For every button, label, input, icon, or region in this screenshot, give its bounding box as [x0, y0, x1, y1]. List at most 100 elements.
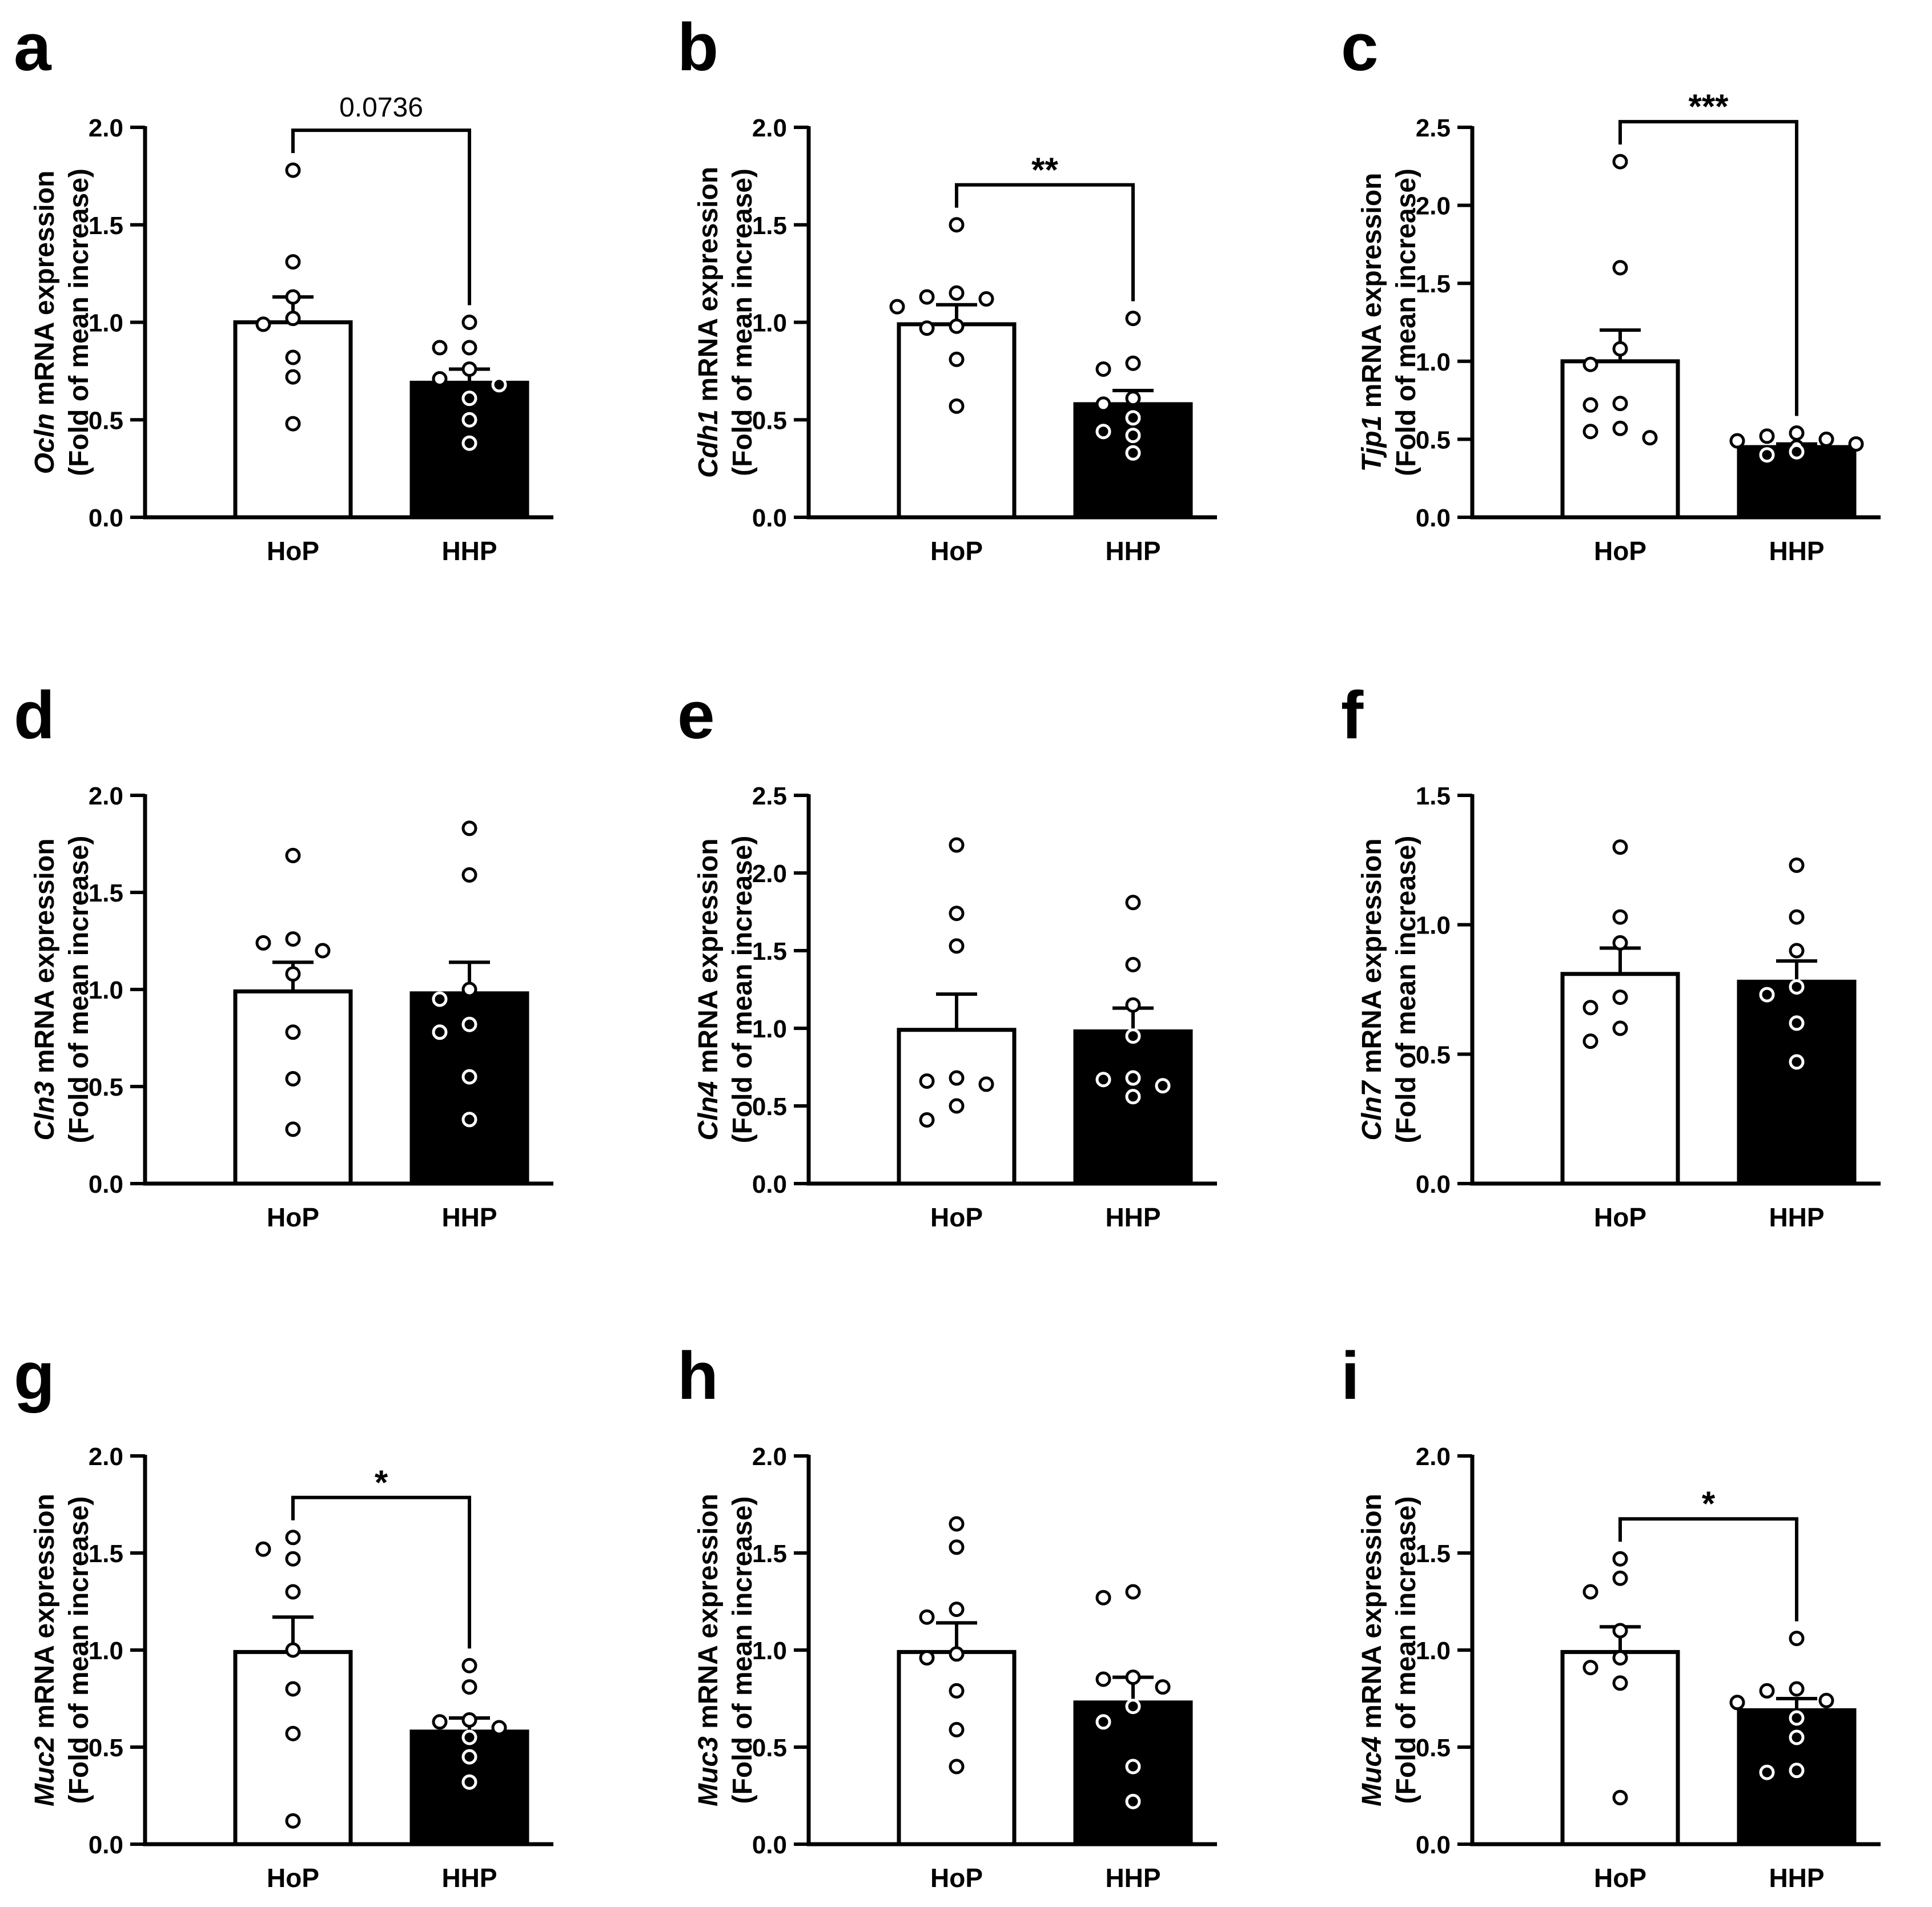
y-axis-title-line2: (Fold of mean increase)	[728, 836, 758, 1144]
data-point-hhp	[461, 1657, 477, 1673]
y-axis-title-line1: Cln4 mRNA expression	[693, 838, 724, 1140]
y-axis-title-line1: Muc2 mRNA expression	[30, 1494, 60, 1807]
bar-hop	[897, 1649, 1017, 1846]
data-point-hop	[919, 320, 935, 336]
data-point-hhp	[432, 371, 448, 387]
category-label-hop: HoP	[1594, 536, 1646, 566]
category-label-hhp: HHP	[1769, 1202, 1824, 1232]
data-point-hop	[285, 349, 301, 365]
data-point-hop	[1612, 396, 1628, 412]
data-point-hhp	[1095, 1714, 1111, 1730]
data-point-hop	[285, 1071, 301, 1087]
y-axis-title-line2: (Fold of mean increase)	[64, 836, 94, 1144]
data-point-hop	[949, 1516, 965, 1532]
y-tick-label: 1.0	[1416, 912, 1451, 940]
y-tick-label: 0.5	[1416, 426, 1451, 454]
data-point-hop	[1582, 1660, 1598, 1676]
y-tick-label: 0.5	[752, 1734, 787, 1762]
data-point-hop	[919, 1609, 935, 1625]
panel-c: c 0.0 0.5 1.0 1.5 2.0 2.5 Tjp1 mRNA expression(…	[1341, 10, 1881, 566]
data-point-hhp	[461, 1069, 477, 1085]
panel-letter: d	[14, 678, 55, 753]
y-tick-label: 0.0	[89, 504, 123, 532]
y-tick-label: 1.0	[752, 1637, 787, 1665]
y-tick-label: 0.0	[752, 1170, 787, 1198]
category-label-hhp: HHP	[1769, 1863, 1824, 1893]
y-axis-title-rest: mRNA expression	[30, 838, 60, 1081]
data-point-hhp	[1848, 436, 1864, 452]
y-tick-label: 0.0	[1416, 1170, 1451, 1198]
data-point-hop	[285, 311, 301, 327]
data-point-hhp	[1125, 1089, 1141, 1105]
data-point-hop	[949, 837, 965, 853]
data-point-hhp	[1818, 431, 1834, 447]
panel-letter: b	[677, 10, 718, 85]
data-point-hop	[1582, 424, 1598, 440]
data-point-hhp	[461, 1016, 477, 1032]
y-axis-title-line2: (Fold of mean increase)	[1391, 836, 1421, 1144]
data-point-hop	[949, 318, 965, 334]
data-point-hop	[285, 1681, 301, 1697]
y-axis-title-line2: (Fold of mean increase)	[64, 168, 94, 476]
data-point-hhp	[432, 340, 448, 356]
y-axis-title-line2: (Fold of mean increase)	[1391, 168, 1421, 476]
y-axis-title-rest: mRNA expression	[1357, 838, 1387, 1081]
y-tick-label: 0.0	[752, 1831, 787, 1859]
y-axis-title-line1: Cln3 mRNA expression	[30, 838, 60, 1140]
data-point-hop	[1612, 989, 1628, 1005]
data-point-hop	[949, 285, 965, 301]
panel-i: i 0.0 0.5 1.0 1.5 2.0 Muc4 mRNA expression (Fol…	[1341, 1338, 1881, 1893]
y-axis-gene-name: Cln4	[693, 1081, 724, 1141]
data-point-hhp	[491, 377, 507, 393]
data-point-hop	[949, 1646, 965, 1662]
category-label-hop: HoP	[930, 536, 983, 566]
y-tick-label: 2.0	[89, 782, 123, 810]
data-point-hop	[919, 1073, 935, 1089]
y-tick-label: 1.5	[1416, 1540, 1451, 1568]
category-label-hhp: HHP	[1105, 1863, 1160, 1893]
data-point-hhp	[461, 435, 477, 451]
significance-bracket	[955, 183, 1135, 301]
y-axis-gene-name: Muc2	[30, 1736, 60, 1807]
bar-hop	[1560, 972, 1680, 1186]
data-point-hhp	[432, 1024, 448, 1040]
bar-hop	[1560, 359, 1680, 520]
data-point-hhp	[461, 1112, 477, 1128]
data-point-hhp	[1789, 909, 1805, 925]
data-point-hop	[1612, 909, 1628, 925]
data-point-hhp	[1789, 1763, 1805, 1779]
data-point-hhp	[1789, 1729, 1805, 1745]
data-point-hop	[949, 938, 965, 954]
y-axis-title-line2: (Fold of mean increase)	[64, 1496, 94, 1804]
data-point-hhp	[1729, 1695, 1745, 1711]
data-point-hop	[949, 398, 965, 414]
data-point-hop	[1612, 420, 1628, 436]
category-label-hhp: HHP	[1105, 1202, 1160, 1232]
panel-a: a 0.0 0.5 1.0 1.5 2.0 Ocln mRNA expression (Fol…	[14, 10, 553, 566]
data-point-hhp	[1125, 895, 1141, 911]
data-point-hhp	[1095, 361, 1111, 377]
significance-bracket	[1618, 120, 1798, 416]
y-axis-title-line2: (Fold of mean increase)	[728, 168, 758, 476]
data-point-hhp	[1759, 1683, 1775, 1699]
data-point-hhp	[1125, 410, 1141, 426]
category-label-hop: HoP	[267, 536, 319, 566]
y-tick-label: 1.5	[1416, 782, 1451, 810]
data-point-hop	[949, 1721, 965, 1737]
data-point-hop	[919, 289, 935, 305]
y-tick-label: 0.5	[752, 407, 787, 434]
data-point-hhp	[1789, 1710, 1805, 1726]
y-axis-title-rest: mRNA expression	[1357, 1494, 1387, 1736]
significance-label: **	[1031, 151, 1058, 189]
data-point-hop	[978, 291, 994, 307]
data-point-hop	[1612, 1789, 1628, 1805]
y-tick-label: 1.0	[1416, 348, 1451, 376]
category-label-hop: HoP	[267, 1202, 319, 1232]
panel-h: h 0.0 0.5 1.0 1.5 2.0 Muc3 mRNA expression (Fol…	[677, 1338, 1217, 1893]
panel-b: b 0.0 0.5 1.0 1.5 2.0 Cdh1 mRNA expression (Fol…	[677, 10, 1217, 566]
bar-hhp	[1737, 979, 1857, 1186]
data-point-hop	[1582, 1033, 1598, 1049]
data-point-hop	[285, 289, 301, 305]
data-point-hhp	[1125, 1070, 1141, 1086]
data-point-hhp	[1789, 943, 1805, 959]
